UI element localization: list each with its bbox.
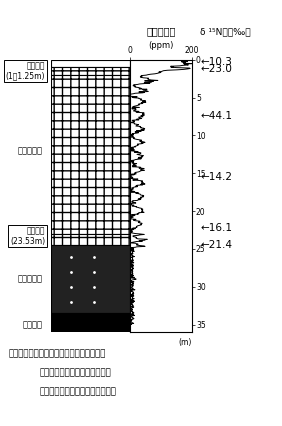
Text: 有機物層
(1～1.25m): 有機物層 (1～1.25m) [6, 61, 45, 81]
Text: 地下水面
(23.53m): 地下水面 (23.53m) [10, 226, 45, 246]
Bar [51, 75, 130, 234]
Bar [51, 245, 130, 314]
Text: 京松原砂層: 京松原砂層 [17, 275, 42, 284]
Text: ←16.1: ←16.1 [200, 223, 232, 233]
Bar [51, 67, 130, 75]
Bar [51, 314, 130, 336]
Text: 古谷泥層: 古谷泥層 [22, 320, 42, 329]
Text: (m): (m) [179, 338, 192, 347]
Text: ←23.0: ←23.0 [200, 64, 232, 74]
Text: ←44.1: ←44.1 [200, 112, 232, 121]
Text: 硯酸態窒素は土壌溶液中の濃度。: 硯酸態窒素は土壌溶液中の濃度。 [39, 388, 116, 397]
Text: 図３　茶園深層土壌に含まれる硯酸態窒素: 図３ 茶園深層土壌に含まれる硯酸態窒素 [8, 349, 106, 358]
Bar [51, 234, 130, 245]
Text: の窒素安定同位体自然存在比。: の窒素安定同位体自然存在比。 [39, 368, 111, 377]
Text: ←21.4: ←21.4 [200, 240, 232, 250]
Text: 牧ノ原礫層: 牧ノ原礫層 [17, 146, 42, 155]
Text: (ppm): (ppm) [148, 41, 173, 50]
Text: 硯酸態窒素: 硯酸態窒素 [146, 26, 175, 36]
Text: 表層土壌: 表層土壌 [25, 59, 45, 68]
Text: δ ¹⁵N値（‰）: δ ¹⁵N値（‰） [200, 27, 251, 36]
Text: ←14.2: ←14.2 [200, 172, 232, 182]
Bar [51, 60, 130, 67]
Text: ←10.3: ←10.3 [200, 57, 232, 67]
